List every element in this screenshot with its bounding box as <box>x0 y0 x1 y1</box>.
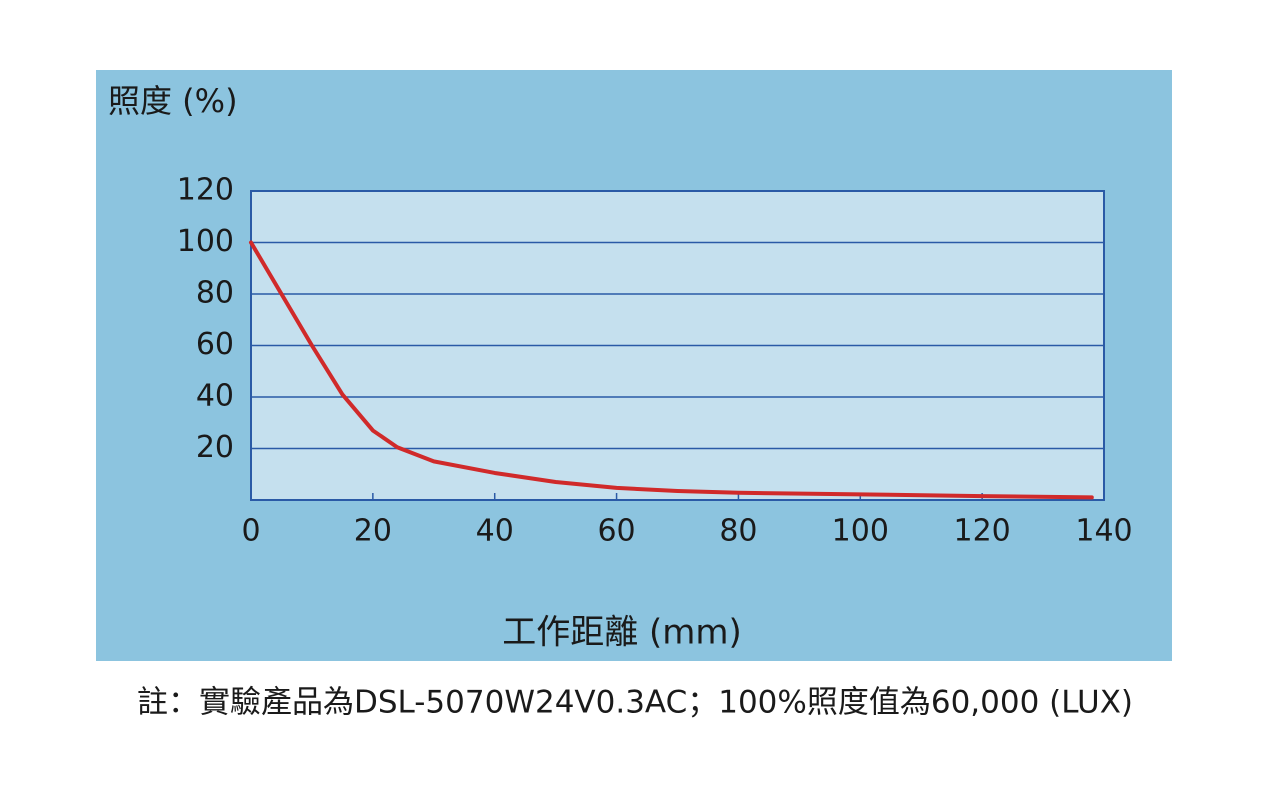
x-tick-label: 120 <box>954 514 1011 549</box>
x-tick-label: 0 <box>241 514 260 549</box>
y-tick-label: 100 <box>177 224 234 259</box>
y-tick-label: 120 <box>177 173 234 208</box>
y-axis-label: 照度 (%) <box>108 82 238 120</box>
x-axis-label: 工作距離 (mm) <box>502 613 742 653</box>
x-tick-label: 40 <box>476 514 514 549</box>
y-tick-label: 40 <box>196 379 234 414</box>
x-tick-label: 60 <box>597 514 635 549</box>
y-tick-label: 60 <box>196 327 234 362</box>
x-tick-label: 140 <box>1075 514 1132 549</box>
x-tick-label: 80 <box>719 514 757 549</box>
plot-border <box>250 190 1105 501</box>
x-tick-label: 20 <box>354 514 392 549</box>
note: 註：實驗產品為DSL-5070W24V0.3AC；100%照度值為60,000 … <box>137 685 1133 721</box>
y-tick-label: 20 <box>196 430 234 465</box>
x-tick-label: 100 <box>832 514 889 549</box>
data-line <box>249 240 1094 500</box>
y-tick-label: 80 <box>196 276 234 311</box>
